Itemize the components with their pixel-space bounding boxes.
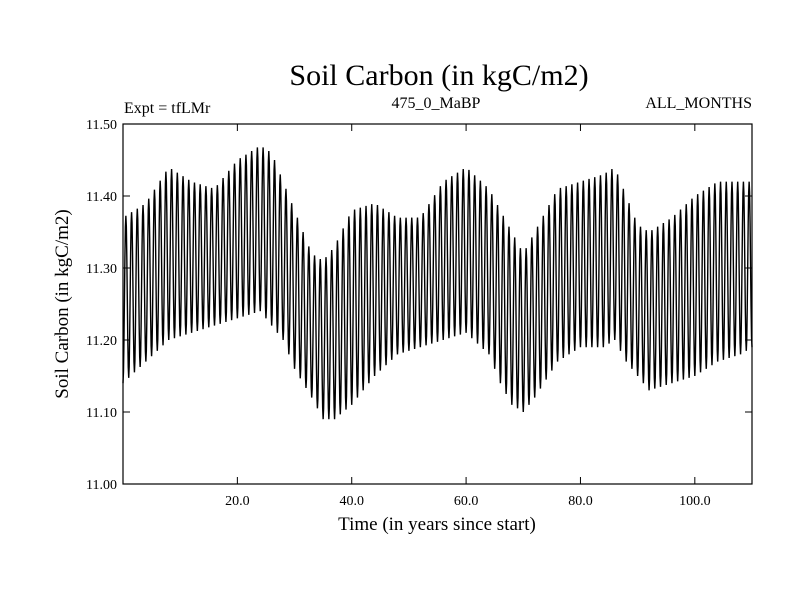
y-axis-label: Soil Carbon (in kgC/m2) bbox=[52, 209, 73, 398]
x-tick-label: 80.0 bbox=[568, 494, 593, 509]
y-tick-label: 11.20 bbox=[86, 334, 117, 349]
experiment-label: Expt = tfLMr bbox=[124, 100, 211, 117]
plot-area: 11.00 11.10 11.20 11.30 11.40 11.50 20.0 40.0 6… bbox=[86, 118, 753, 509]
y-axis: 11.00 11.10 11.20 11.30 11.40 11.50 bbox=[86, 118, 752, 493]
y-tick-label: 11.40 bbox=[86, 190, 117, 205]
y-tick-label: 11.50 bbox=[86, 118, 117, 133]
x-tick-label: 60.0 bbox=[454, 494, 479, 509]
chart-title: Soil Carbon (in kgC/m2) bbox=[289, 59, 588, 92]
soil-carbon-series-line bbox=[122, 147, 753, 420]
y-tick-label: 11.30 bbox=[86, 262, 117, 277]
plot-frame bbox=[122, 123, 753, 485]
y-tick-label: 11.10 bbox=[86, 406, 117, 421]
x-axis: 20.0 40.0 60.0 80.0 100.0 bbox=[225, 124, 711, 509]
months-label: ALL_MONTHS bbox=[645, 95, 752, 112]
x-tick-label: 20.0 bbox=[225, 494, 250, 509]
x-tick-label: 40.0 bbox=[339, 494, 364, 509]
x-axis-label: Time (in years since start) bbox=[338, 514, 536, 535]
period-label: 475_0_MaBP bbox=[392, 95, 481, 112]
x-tick-label: 100.0 bbox=[679, 494, 711, 509]
y-tick-label: 11.00 bbox=[86, 478, 117, 493]
